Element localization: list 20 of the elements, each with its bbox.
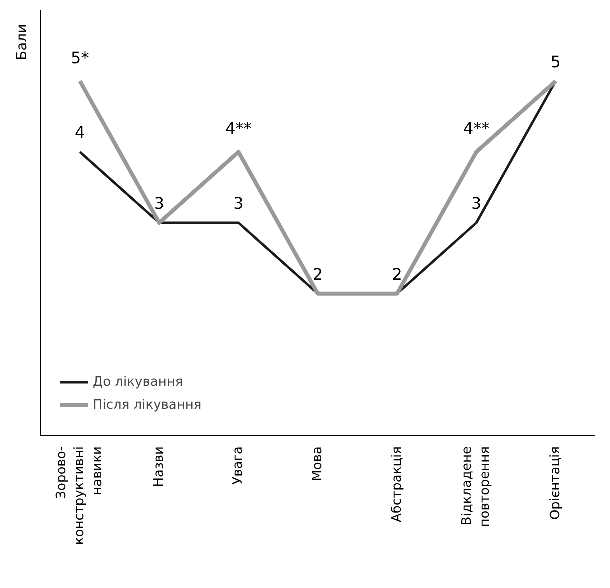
data-label: 3 [471,194,482,213]
x-tick-label: Мова [310,446,326,482]
data-label: 5* [71,48,90,68]
x-tick-label: Орієнтація [548,446,564,520]
x-tick-label: Увага [231,446,246,485]
data-label: 3 [154,194,165,213]
y-axis-title: Бали [14,24,30,60]
data-label: 5 [550,52,561,72]
legend-label: До лікування [93,374,184,390]
data-label: 4 [75,123,86,142]
data-label: 4** [463,119,490,138]
x-tick-label: Відкладене повторення [460,446,494,528]
x-tick-label: Абстракція [390,446,405,522]
legend-label: Після лікування [93,398,202,412]
data-label: 3 [234,194,244,213]
x-tick-label: Зорово- конструктивні навики [54,446,106,546]
data-label: 2 [392,264,402,284]
x-tick-label: Назви [152,446,167,488]
data-label: 4** [226,119,252,138]
data-label: 2 [312,264,324,284]
